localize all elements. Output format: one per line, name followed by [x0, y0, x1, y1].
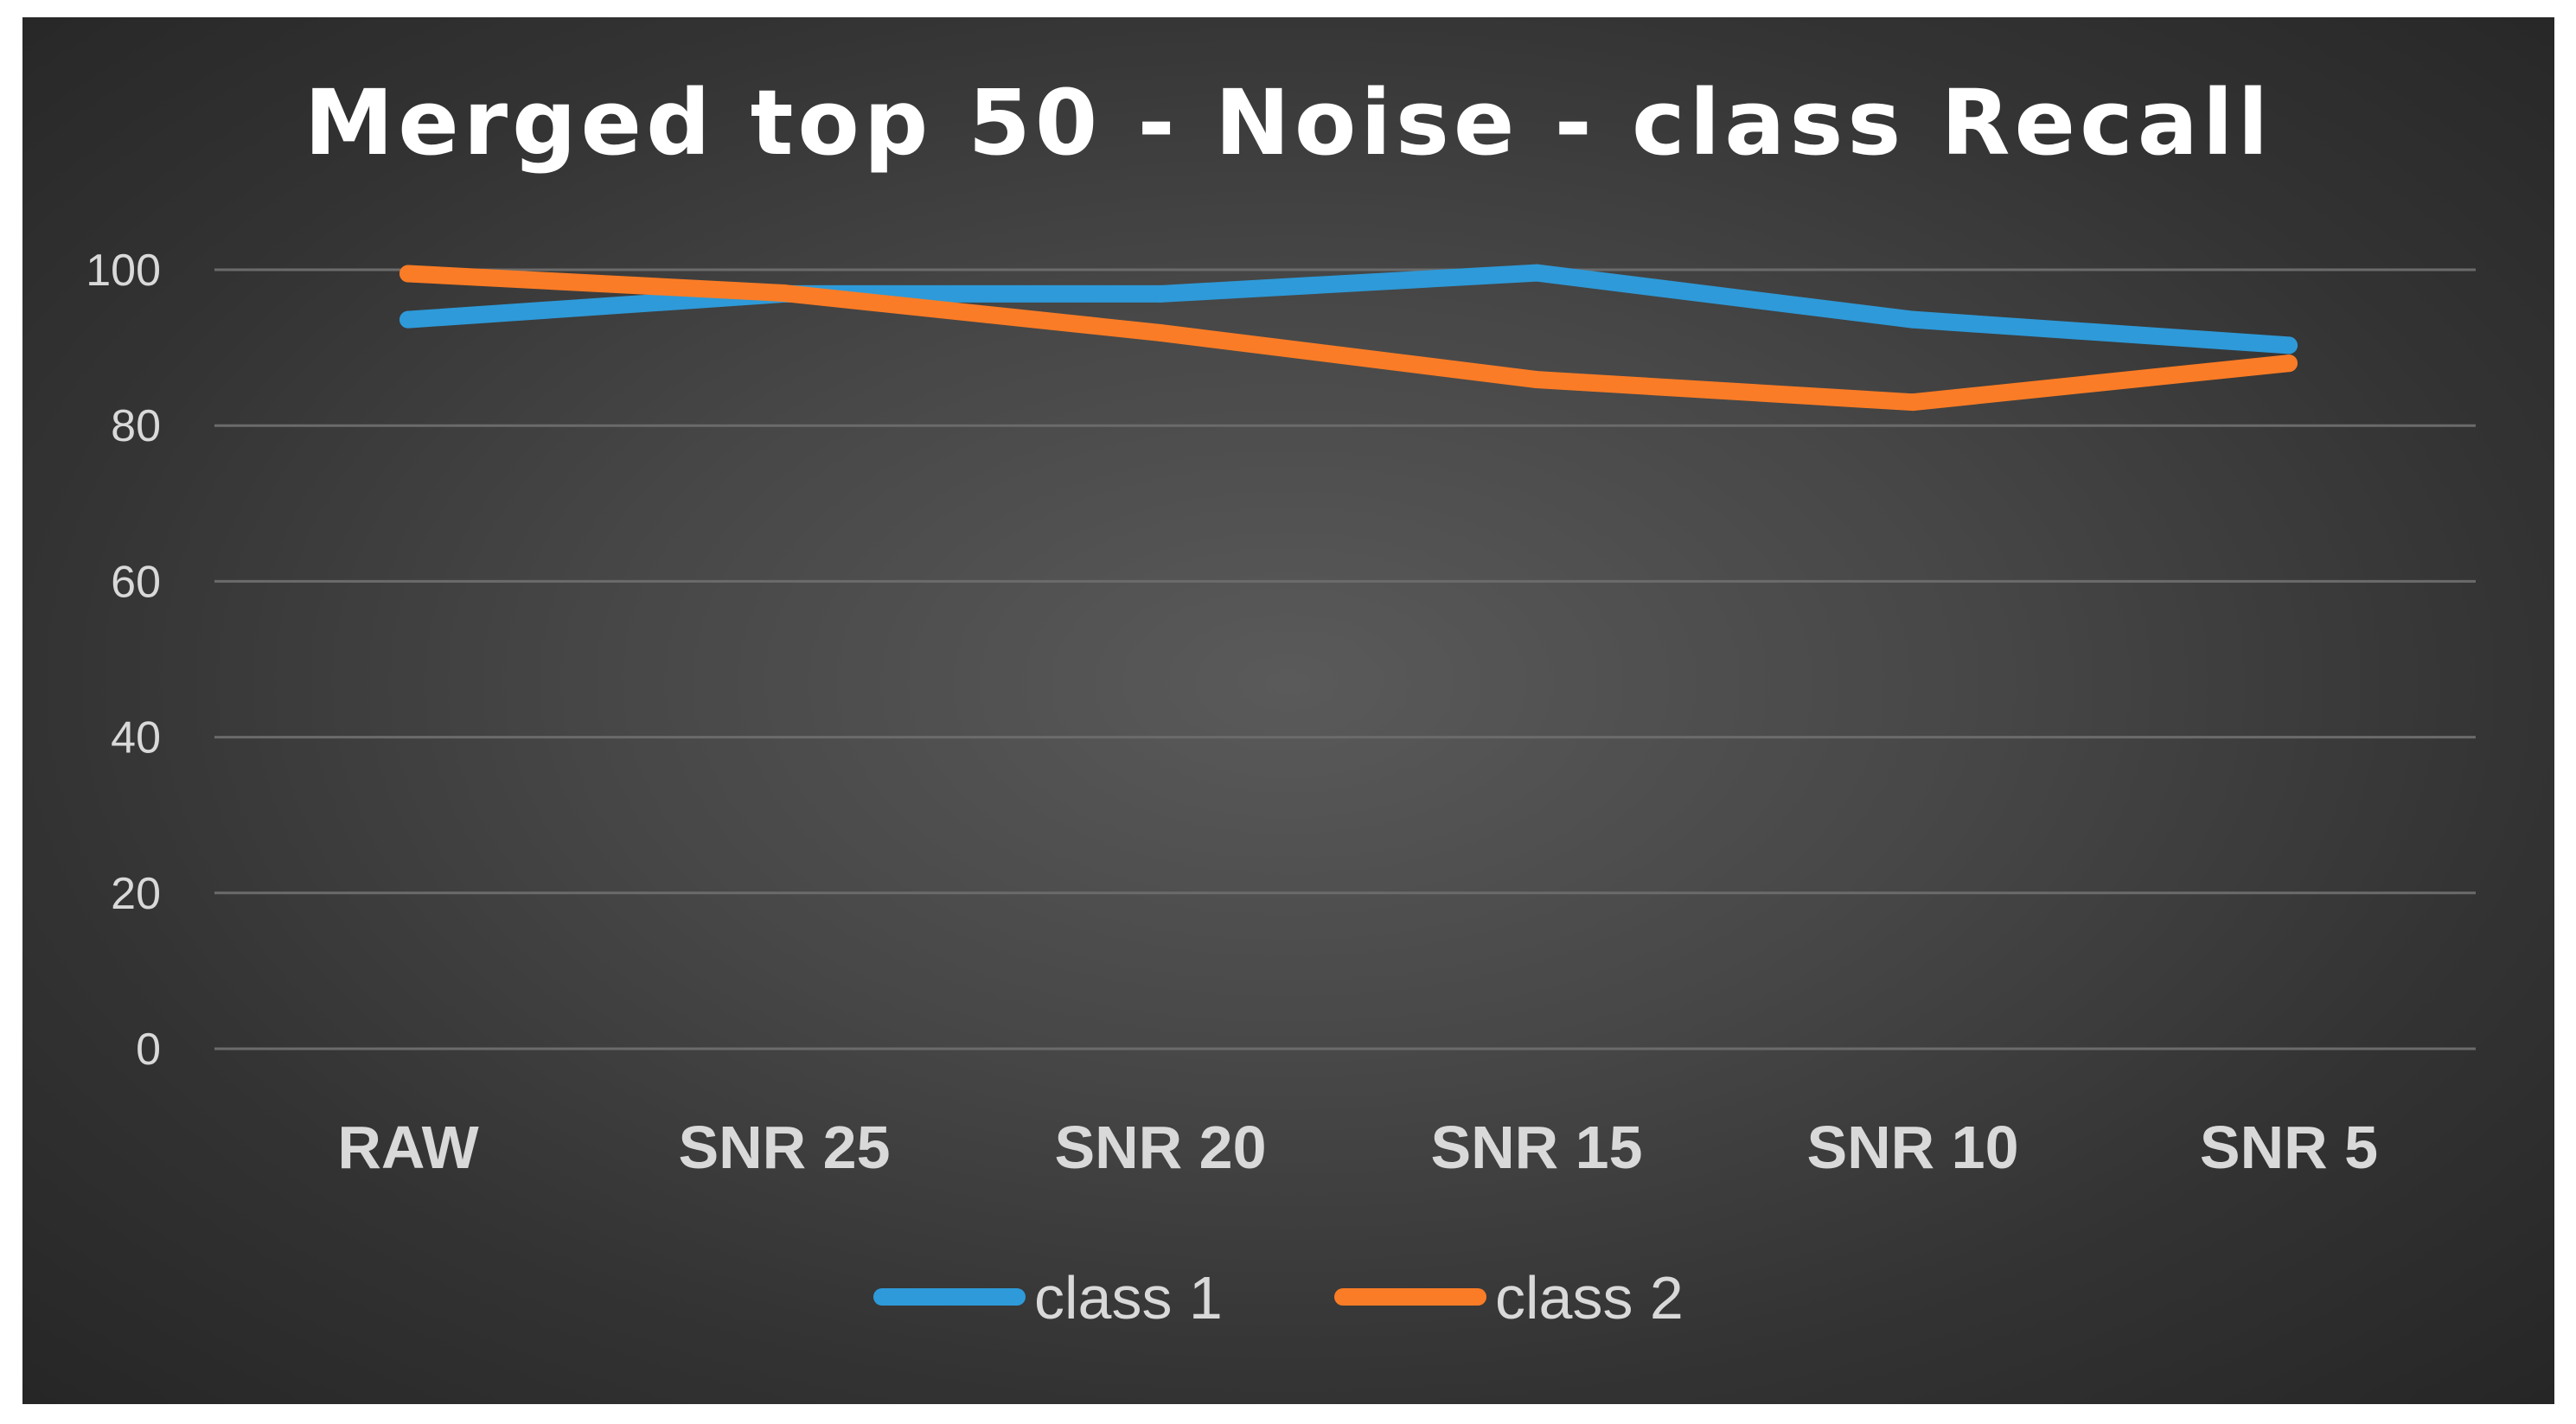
- y-tick-label: 100: [86, 246, 161, 296]
- series-line-2: [400, 265, 2298, 412]
- data-point: [1152, 323, 1169, 342]
- x-tick-label: SNR 10: [1806, 1114, 2018, 1181]
- y-tick-label: 80: [111, 401, 161, 451]
- x-tick-label: SNR 25: [678, 1114, 890, 1181]
- data-point: [1152, 284, 1169, 303]
- data-point: [1904, 393, 1921, 412]
- data-point: [400, 310, 417, 329]
- legend-label: class 2: [1495, 1264, 1684, 1331]
- gridlines: [214, 268, 2476, 1050]
- x-tick-label: SNR 15: [1430, 1114, 1642, 1181]
- legend-item-1[interactable]: class 1: [873, 1264, 1223, 1331]
- legend[interactable]: class 1 class 2: [873, 1264, 1684, 1331]
- data-point: [2280, 336, 2298, 354]
- legend-item-2[interactable]: class 2: [1334, 1264, 1684, 1331]
- data-point: [400, 265, 417, 283]
- chart-frame: [22, 17, 2554, 1404]
- y-tick-label: 20: [111, 869, 161, 919]
- y-axis-ticks: 0 20 40 60 80 100: [86, 246, 161, 1075]
- y-tick-label: 0: [136, 1025, 161, 1075]
- x-tick-label: RAW: [337, 1114, 478, 1181]
- x-tick-label: SNR 20: [1054, 1114, 1266, 1181]
- data-point: [1528, 371, 1545, 389]
- series-lines: [400, 264, 2298, 412]
- data-point: [776, 284, 793, 303]
- y-tick-label: 60: [111, 557, 161, 607]
- chart-title: Merged top 50 - Noise - class Recall: [304, 70, 2272, 176]
- legend-label: class 1: [1034, 1264, 1223, 1331]
- data-point: [1528, 264, 1545, 282]
- data-point: [1904, 310, 1921, 329]
- x-axis-ticks: RAW SNR 25 SNR 20 SNR 15 SNR 10 SNR 5: [337, 1114, 2378, 1181]
- x-tick-label: SNR 5: [2200, 1114, 2378, 1181]
- data-point: [2280, 354, 2298, 373]
- y-tick-label: 40: [111, 713, 161, 763]
